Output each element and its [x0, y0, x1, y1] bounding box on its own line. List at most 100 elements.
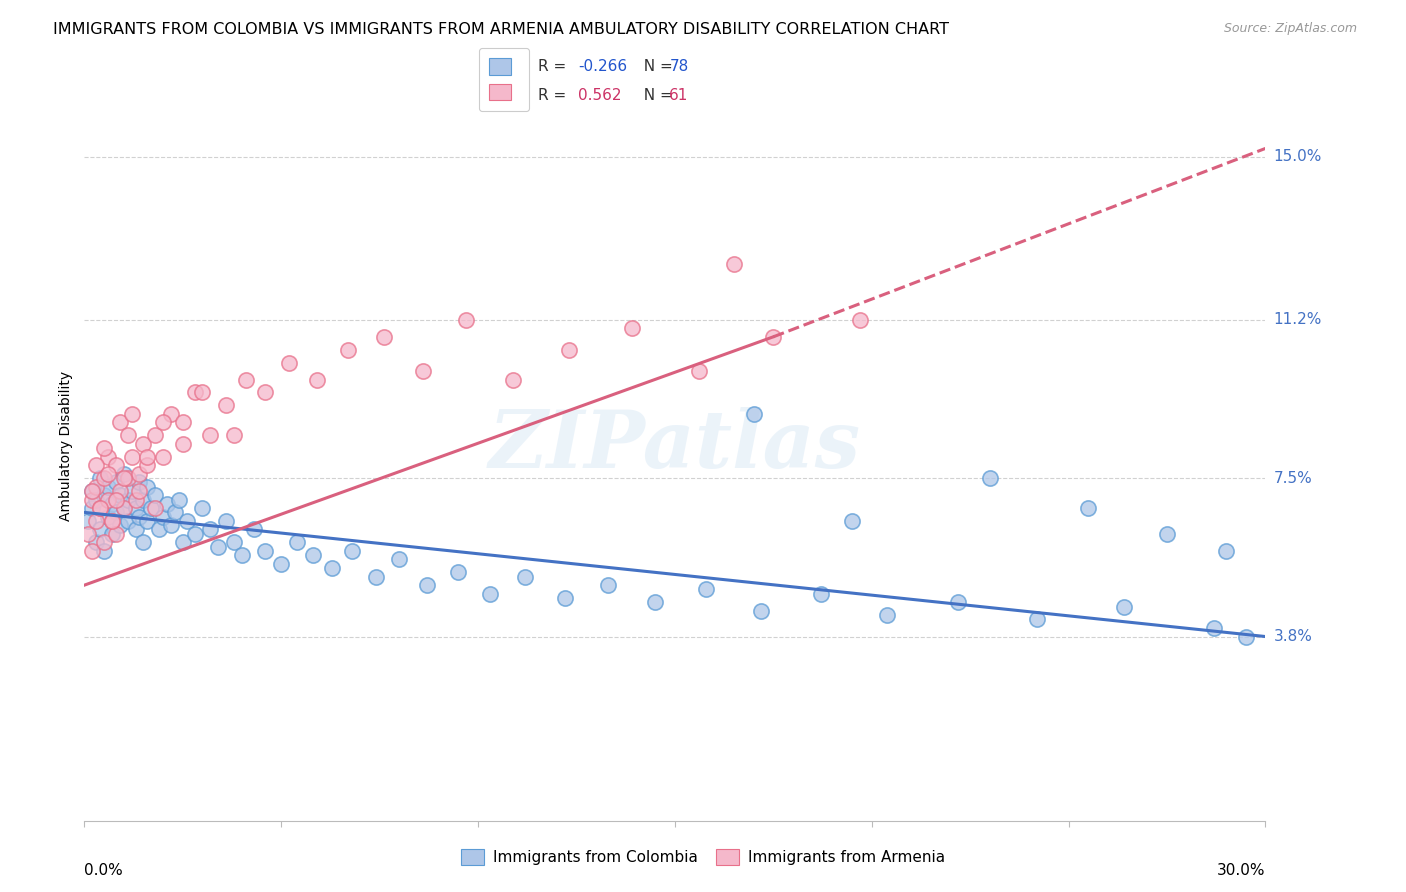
Point: [117, 514, 139, 528]
Point: [132, 535, 155, 549]
Point: [447, 566, 470, 580]
Point: [254, 544, 277, 558]
Point: [388, 552, 411, 566]
Point: [235, 373, 257, 387]
Text: Source: ZipAtlas.com: Source: ZipAtlas.com: [1223, 22, 1357, 36]
Point: [143, 428, 166, 442]
Point: [200, 523, 222, 537]
Point: [979, 471, 1001, 485]
Point: [89, 501, 111, 516]
Text: 61: 61: [669, 88, 689, 103]
Point: [82, 483, 104, 498]
Point: [183, 385, 205, 400]
Point: [231, 548, 253, 562]
Point: [810, 587, 832, 601]
Point: [108, 488, 131, 502]
Point: [160, 407, 183, 421]
Point: [112, 471, 135, 485]
Point: [948, 595, 970, 609]
Point: [77, 514, 100, 528]
Legend: , : ,: [478, 48, 529, 111]
Point: [136, 514, 159, 528]
Point: [101, 514, 124, 528]
Point: [1234, 630, 1257, 644]
Point: [128, 483, 150, 498]
Point: [849, 312, 872, 326]
Text: ZIPatlas: ZIPatlas: [489, 408, 860, 484]
Point: [200, 428, 222, 442]
Point: [620, 321, 643, 335]
Point: [191, 385, 214, 400]
Point: [132, 492, 155, 507]
Point: [89, 523, 111, 537]
Point: [84, 458, 107, 473]
Point: [222, 428, 245, 442]
Point: [136, 450, 159, 464]
Text: N =: N =: [634, 88, 678, 103]
Point: [77, 526, 100, 541]
Point: [84, 514, 107, 528]
Point: [222, 535, 245, 549]
Point: [93, 488, 115, 502]
Point: [321, 561, 343, 575]
Point: [254, 385, 277, 400]
Point: [478, 587, 501, 601]
Text: 78: 78: [669, 60, 689, 74]
Point: [688, 364, 710, 378]
Point: [141, 501, 163, 516]
Point: [82, 501, 104, 516]
Point: [101, 526, 124, 541]
Point: [207, 540, 229, 554]
Point: [104, 475, 127, 490]
Point: [148, 523, 170, 537]
Point: [1026, 612, 1049, 626]
Point: [1077, 501, 1099, 516]
Text: IMMIGRANTS FROM COLOMBIA VS IMMIGRANTS FROM ARMENIA AMBULATORY DISABILITY CORREL: IMMIGRANTS FROM COLOMBIA VS IMMIGRANTS F…: [53, 22, 949, 37]
Point: [132, 437, 155, 451]
Point: [121, 407, 143, 421]
Point: [373, 330, 395, 344]
Point: [305, 373, 328, 387]
Point: [152, 416, 174, 430]
Point: [412, 364, 434, 378]
Point: [104, 505, 127, 519]
Point: [82, 544, 104, 558]
Point: [337, 343, 360, 357]
Point: [93, 441, 115, 455]
Point: [121, 483, 143, 498]
Point: [104, 526, 127, 541]
Point: [172, 437, 194, 451]
Text: 0.562: 0.562: [578, 88, 621, 103]
Point: [84, 492, 107, 507]
Text: 3.8%: 3.8%: [1274, 629, 1313, 644]
Point: [89, 471, 111, 485]
Point: [742, 407, 765, 421]
Point: [176, 514, 198, 528]
Point: [143, 488, 166, 502]
Point: [93, 471, 115, 485]
Point: [84, 480, 107, 494]
Point: [841, 514, 863, 528]
Text: -0.266: -0.266: [578, 60, 627, 74]
Point: [93, 544, 115, 558]
Point: [93, 535, 115, 549]
Point: [695, 582, 717, 597]
Point: [108, 518, 131, 533]
Point: [84, 535, 107, 549]
Legend: Immigrants from Colombia, Immigrants from Armenia: Immigrants from Colombia, Immigrants fro…: [454, 843, 952, 871]
Point: [82, 492, 104, 507]
Point: [723, 257, 745, 271]
Point: [104, 458, 127, 473]
Point: [117, 471, 139, 485]
Point: [242, 523, 264, 537]
Point: [124, 523, 146, 537]
Point: [1156, 526, 1178, 541]
Point: [215, 514, 238, 528]
Point: [340, 544, 363, 558]
Point: [751, 604, 773, 618]
Point: [278, 355, 301, 369]
Point: [172, 535, 194, 549]
Point: [163, 505, 186, 519]
Point: [101, 514, 124, 528]
Point: [97, 467, 120, 481]
